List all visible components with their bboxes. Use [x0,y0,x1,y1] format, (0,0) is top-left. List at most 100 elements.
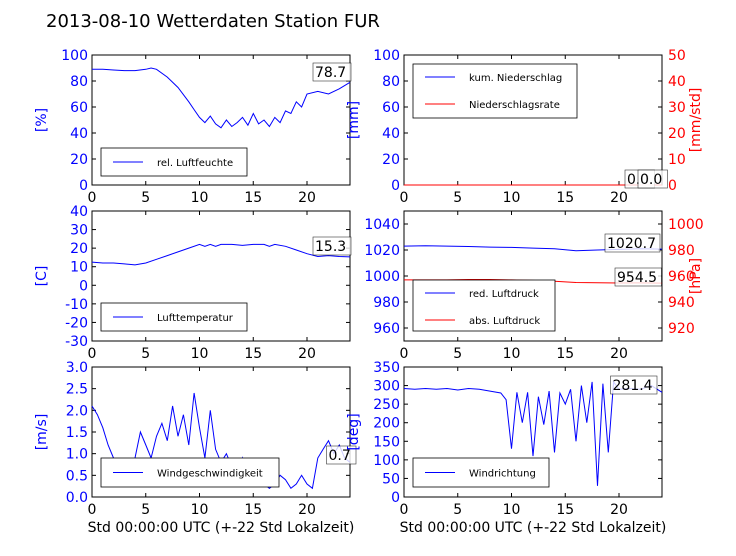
current-value: 78.7 [315,65,346,81]
value-box [312,62,352,82]
value-box [610,375,658,395]
y-axis-label: [m/s] [34,414,50,451]
y-tick-label: 350 [373,360,400,376]
x-tick-label: 0 [400,502,409,518]
x-tick-label: 15 [244,190,262,206]
panel-precip: 0 5 10 15 20 0 20 40 60 80 100 0 10 20 30 40 50 [mm] [mm/s… [346,48,704,206]
y2-tick-label: 40 [668,74,686,90]
y-tick-label: 300 [373,379,400,395]
y2-tick-label: 960 [668,269,695,285]
y2-axis-label: [mm/std] [688,88,704,153]
y-tick-label: 0 [391,490,400,506]
y-tick-label: 20 [382,152,400,168]
y-tick-label: 30 [70,223,88,239]
x-tick-label: 20 [298,502,316,518]
x-tick-label: 0 [88,346,97,362]
value-box [614,267,662,287]
series-line [91,243,351,266]
y-tick-label: 100 [373,453,400,469]
y-tick-label: 0 [79,278,88,294]
y-tick-label: 10 [70,260,88,276]
x-tick-label: 5 [453,190,462,206]
legend-label: Windrichtung [469,469,536,480]
y-tick-label: -30 [65,334,88,350]
x-tick-label: 0 [88,502,97,518]
panel-winddir: 0 5 10 15 20050100150200250300350[deg]Windri… [346,360,663,518]
legend-label: kum. Niederschlag [469,73,562,84]
legend-label: Niederschlagsrate [469,100,560,111]
y-tick-label: 150 [373,434,400,450]
legend-label: Windgeschwindigkeit [157,469,263,480]
x-tick-label: 15 [556,190,574,206]
y-tick-label: 100 [61,48,88,64]
y-tick-label: 1.5 [66,425,88,441]
y-tick-label: 200 [373,416,400,432]
y2-tick-label: 50 [668,48,686,64]
legend-label: Lufttemperatur [157,313,234,324]
y2-tick-label: 920 [668,321,695,337]
y-tick-label: 0 [79,178,88,194]
x-tick-label: 10 [191,502,209,518]
panel-pressure: 0 5 10 15 20 960 980 1000 1020 1040 920 940 960 980 10… [364,210,704,362]
y-tick-label: -20 [65,315,88,331]
x-tick-label: 15 [244,502,262,518]
y2-tick-label: 1000 [668,217,704,233]
y-tick-label: 2.0 [66,403,88,419]
y-axis-label: [deg] [346,413,362,450]
current-value: 954.5 [617,270,657,286]
x-tick-label: 20 [298,346,316,362]
y-tick-label: 40 [70,204,88,220]
x-tick-label: 15 [556,346,574,362]
current-value: 1020.7 [607,236,656,252]
y2-tick-label: 30 [668,100,686,116]
y2-tick-label: 20 [668,126,686,142]
y-tick-label: 1020 [364,243,400,259]
panel-windspeed: 0 5 10 15 20 0.0 0.5 1.0 1.5 2.0 2.5 3.0 [m/s] Windge… [34,360,357,518]
legend-label: red. Luftdruck [469,289,539,300]
x-tick-label: 5 [141,346,150,362]
legend-box [412,63,578,119]
page-title: 2013-08-10 Wetterdaten Station FUR [46,11,380,32]
y2-tick-label: 940 [668,295,695,311]
y-tick-label: 60 [382,100,400,116]
series-line [92,67,351,129]
panel-temperature: 0 5 10 15 20 -30 -20 -10 0 10 20 30 40 [C] Lufttempera… [34,204,352,362]
y-tick-label: 1.0 [66,447,88,463]
legend-box [100,147,248,177]
x-tick-label: 5 [453,502,462,518]
y-tick-label: 80 [382,74,400,90]
value-box [326,445,357,465]
value-box [637,169,668,189]
y-tick-label: 1040 [364,217,400,233]
x-tick-label: 5 [453,346,462,362]
x-tick-label: 10 [503,346,521,362]
y-tick-label: 0 [391,178,400,194]
legend-label: abs. Luftdruck [469,316,540,327]
y-tick-label: 2.5 [66,382,88,398]
y-tick-label: 960 [373,321,400,337]
y-tick-label: 980 [373,295,400,311]
value-box [312,236,352,256]
y-tick-label: -10 [65,297,88,313]
y-tick-label: 40 [70,126,88,142]
y2-axis-label: [hPa] [688,258,704,294]
x-tick-label: 10 [191,190,209,206]
x-tick-label: 0 [400,346,409,362]
x-tick-label: 0 [400,190,409,206]
legend-box [412,279,556,332]
y-tick-label: 50 [382,471,400,487]
x-tick-label: 5 [141,502,150,518]
x-tick-label: 20 [298,190,316,206]
y-tick-label: 250 [373,397,400,413]
y2-tick-label: 10 [668,152,686,168]
current-value: 15.3 [315,239,346,255]
y2-tick-label: 0 [668,178,677,194]
x-tick-label: 10 [503,502,521,518]
value-box [604,233,661,253]
y-tick-label: 20 [70,241,88,257]
x-tick-label: 15 [556,502,574,518]
y-tick-label: 80 [70,74,88,90]
x-tick-label: 10 [503,190,521,206]
x-tick-label: 5 [141,190,150,206]
